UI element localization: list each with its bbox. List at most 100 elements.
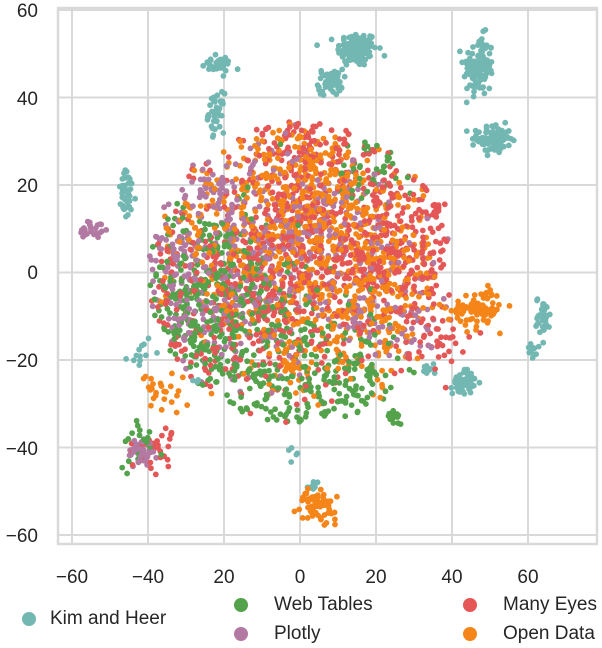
data-point	[336, 380, 343, 386]
x-tick-label: −60	[56, 567, 88, 588]
data-point	[312, 222, 318, 229]
data-point	[375, 213, 382, 220]
data-point	[243, 265, 250, 272]
data-point	[125, 458, 132, 465]
data-point	[227, 216, 234, 223]
data-point	[344, 154, 350, 160]
data-point	[468, 381, 474, 387]
data-point	[283, 411, 289, 418]
data-point	[323, 140, 329, 146]
legend-item-plotly[interactable]: Plotly	[234, 623, 320, 645]
data-point	[173, 409, 180, 416]
data-point	[268, 390, 275, 396]
data-point	[142, 458, 149, 464]
data-point	[457, 48, 463, 55]
data-point	[245, 157, 252, 164]
data-point	[311, 327, 318, 333]
data-point	[200, 62, 207, 69]
data-point	[463, 128, 470, 135]
data-point	[352, 315, 359, 321]
data-point	[256, 295, 263, 301]
data-point	[345, 324, 351, 331]
data-point	[187, 246, 194, 253]
data-point	[330, 380, 336, 387]
data-point	[361, 218, 368, 224]
data-point	[232, 295, 239, 301]
data-point	[86, 219, 93, 226]
data-point	[95, 234, 101, 241]
legend-item-open-data[interactable]: Open Data	[463, 623, 595, 645]
data-point	[399, 210, 406, 216]
data-point	[336, 136, 343, 142]
data-point	[484, 57, 490, 63]
data-point	[405, 276, 411, 283]
data-point	[253, 214, 259, 221]
data-point	[195, 377, 202, 383]
data-point	[267, 409, 274, 415]
data-point	[470, 93, 477, 100]
data-point	[294, 156, 300, 163]
data-point	[204, 342, 211, 349]
data-point	[190, 203, 196, 210]
data-point	[136, 432, 143, 439]
data-point	[404, 246, 411, 253]
data-point	[464, 60, 471, 67]
data-point	[394, 355, 401, 362]
legend-item-kim-and-heer[interactable]: Kim and Heer	[22, 608, 166, 630]
data-point	[182, 353, 189, 359]
data-point	[286, 391, 292, 398]
data-point	[137, 353, 143, 360]
data-point	[358, 309, 364, 316]
data-point	[431, 273, 438, 280]
data-point	[409, 331, 416, 337]
data-point	[416, 349, 422, 355]
data-point	[411, 247, 417, 253]
data-point	[406, 351, 412, 357]
data-point	[508, 136, 515, 142]
data-point	[290, 249, 296, 256]
data-point	[286, 124, 293, 130]
data-point	[386, 410, 393, 417]
data-point	[196, 230, 203, 236]
data-point	[246, 385, 253, 392]
data-point	[374, 240, 381, 247]
data-point	[275, 340, 281, 346]
data-point	[264, 233, 271, 239]
data-point	[332, 171, 339, 178]
data-point	[534, 297, 540, 304]
legend-item-web-tables[interactable]: Web Tables	[234, 594, 373, 616]
data-point	[359, 385, 365, 392]
data-point	[337, 209, 344, 215]
data-point	[313, 157, 320, 164]
data-point	[319, 330, 326, 336]
data-point	[362, 50, 368, 56]
data-point	[310, 503, 317, 510]
data-point	[139, 451, 146, 457]
data-point	[295, 230, 302, 237]
data-point	[199, 345, 206, 352]
data-point	[386, 329, 393, 336]
data-point	[180, 228, 187, 235]
data-point	[334, 288, 340, 295]
data-point	[248, 277, 255, 283]
data-point	[288, 216, 295, 223]
data-point	[314, 177, 321, 184]
data-point	[306, 280, 313, 287]
data-point	[210, 204, 217, 210]
legend-item-many-eyes[interactable]: Many Eyes	[463, 594, 597, 616]
data-point	[298, 127, 305, 134]
data-point	[154, 438, 161, 444]
data-point	[371, 288, 378, 294]
data-point	[337, 352, 344, 358]
data-point	[126, 203, 133, 210]
data-point	[220, 130, 227, 136]
data-point	[326, 232, 333, 239]
data-point	[351, 366, 358, 372]
data-point	[151, 289, 158, 296]
data-point	[392, 270, 398, 276]
data-point	[321, 281, 328, 288]
data-point	[265, 327, 272, 334]
data-point	[393, 168, 400, 174]
data-point	[470, 44, 476, 50]
data-point	[312, 346, 319, 353]
